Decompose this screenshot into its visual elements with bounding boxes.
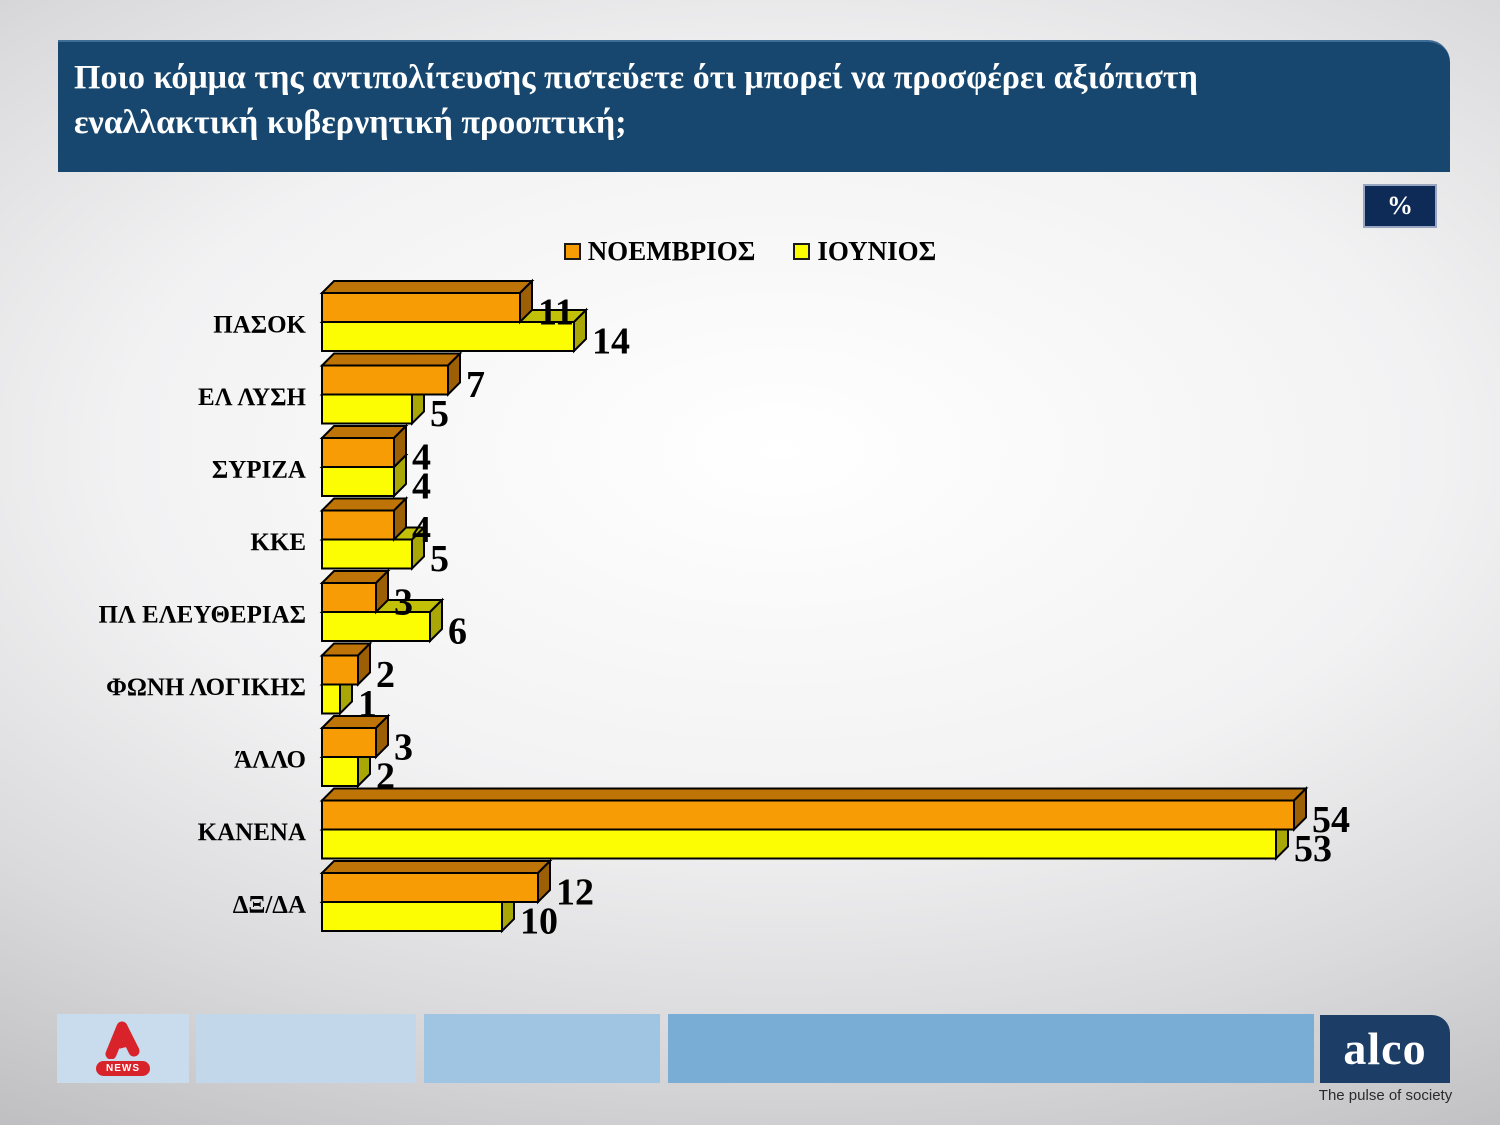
bar-june-3-front (321, 538, 413, 570)
percent-badge: % (1363, 184, 1437, 228)
bar-november-8-top (319, 860, 553, 874)
question-header: Ποιο κόμμα της αντιπολίτευσης πιστεύετε … (58, 40, 1450, 172)
bar-june-4-front (321, 611, 431, 642)
bar-november-1 (319, 351, 463, 397)
chart-legend: ΝΟΕΜΒΡΙΟΣ ΙΟΥΝΙΟΣ (0, 236, 1500, 267)
bar-november-1-top (319, 352, 463, 367)
category-label-7: ΚΑΝΕΝΑ (198, 819, 306, 846)
bar-november-0 (319, 278, 535, 325)
category-label-1: ΕΛ ΛΥΣΗ (198, 384, 307, 411)
footer-segment-4 (668, 1014, 1314, 1083)
category-label-6: ΆΛΛΟ (234, 747, 306, 774)
footer-segment-3 (424, 1014, 660, 1083)
bar-november-3-front (321, 509, 395, 541)
category-label-5: ΦΩΝΗ ΛΟΓΙΚΗΣ (106, 674, 306, 701)
bar-june-0-front (321, 321, 575, 352)
bar-november-8 (319, 858, 553, 905)
bar-november-7 (319, 786, 1309, 832)
legend-label-june: ΙΟΥΝΙΟΣ (817, 236, 937, 266)
value-label-november-8: 12 (556, 872, 594, 914)
bar-june-8-front (321, 901, 503, 932)
value-label-june-1: 5 (430, 393, 449, 435)
bar-november-4 (319, 568, 391, 615)
value-label-june-4: 6 (448, 611, 467, 653)
value-label-june-5: 1 (358, 683, 377, 725)
alpha-news-pill: NEWS (96, 1061, 150, 1076)
bar-november-1-front (321, 364, 449, 396)
bar-june-5-front (321, 683, 341, 715)
legend-swatch-june (793, 243, 811, 260)
category-label-3: ΚΚΕ (250, 529, 306, 556)
value-label-june-6: 2 (376, 756, 395, 798)
question-title-line1: Ποιο κόμμα της αντιπολίτευσης πιστεύετε … (74, 59, 1198, 96)
legend-item-june: ΙΟΥΝΙΟΣ (793, 236, 936, 267)
category-label-4: ΠΛ ΕΛΕΥΘΕΡΙΑΣ (98, 602, 306, 629)
bar-november-6-front (321, 727, 377, 758)
bar-june-7-front (321, 828, 1277, 860)
bar-november-0-top (319, 280, 535, 294)
alco-logo: alco (1320, 1015, 1450, 1083)
bar-november-2-front (321, 437, 395, 468)
category-label-2: ΣΥΡΙΖΑ (212, 457, 306, 484)
bar-november-3 (319, 496, 409, 542)
bar-june-6-front (321, 756, 359, 787)
footer-segment-2 (196, 1014, 416, 1083)
bar-november-2-top (319, 425, 409, 439)
bar-november-6 (319, 713, 391, 760)
category-label-0: ΠΑΣΟΚ (213, 312, 306, 339)
value-label-november-2: 4 (412, 437, 431, 479)
legend-item-november: ΝΟΕΜΒΡΙΟΣ (563, 236, 756, 267)
value-label-november-3: 4 (412, 509, 431, 551)
bar-november-8-front (321, 872, 539, 903)
value-label-june-7: 53 (1294, 828, 1332, 870)
legend-label-november: ΝΟΕΜΒΡΙΟΣ (587, 236, 756, 266)
bar-november-2 (319, 423, 409, 470)
value-label-june-0: 14 (592, 321, 630, 363)
footer-segment-1: NEWS (57, 1014, 189, 1083)
value-label-november-0: 11 (538, 292, 574, 334)
value-label-june-3: 5 (430, 538, 449, 580)
legend-swatch-november (563, 243, 581, 260)
question-title-line2: εναλλακτική κυβερνητική προοπτική; (74, 103, 627, 141)
value-label-november-7: 54 (1312, 799, 1350, 841)
bar-november-3-top (319, 497, 409, 512)
category-label-8: ΔΞ/ΔΑ (233, 892, 306, 919)
alco-wordmark: alco (1343, 1023, 1427, 1074)
bar-june-2-front (321, 466, 395, 497)
bar-november-7-front (321, 799, 1295, 831)
percent-badge-label: % (1387, 191, 1413, 220)
value-label-november-4: 3 (394, 582, 413, 624)
bar-november-4-front (321, 582, 377, 613)
value-label-november-1: 7 (466, 364, 485, 406)
value-label-november-5: 2 (376, 654, 395, 696)
bar-november-5 (319, 641, 373, 687)
bar-november-5-front (321, 654, 359, 686)
value-label-june-8: 10 (520, 901, 558, 943)
bar-june-1-front (321, 393, 413, 425)
bar-november-7-top (319, 787, 1309, 802)
value-label-june-2: 4 (412, 466, 431, 508)
alco-tagline: The pulse of society (1318, 1087, 1453, 1104)
bar-november-0-front (321, 292, 521, 323)
value-label-november-6: 3 (394, 727, 413, 769)
alpha-a-icon (105, 1021, 140, 1059)
